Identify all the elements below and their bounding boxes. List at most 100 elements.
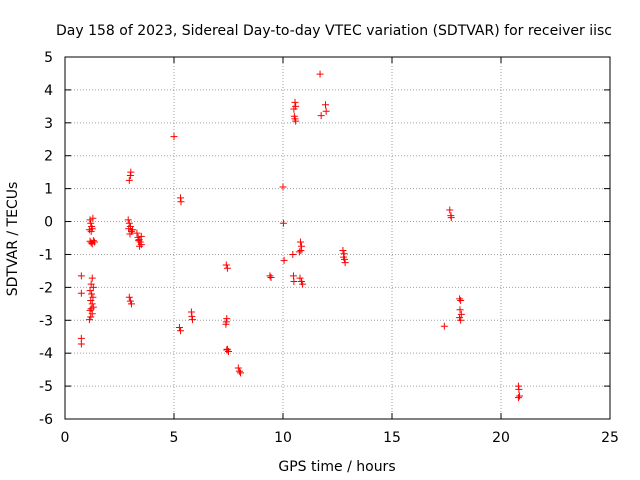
data-point-marker xyxy=(125,176,133,184)
data-point-marker xyxy=(266,272,274,280)
data-point-marker xyxy=(137,241,145,249)
data-point-marker xyxy=(316,70,324,78)
y-tick-label: 5 xyxy=(44,50,53,66)
y-tick-label: -3 xyxy=(39,313,53,329)
data-point-marker xyxy=(88,310,96,318)
chart-title: Day 158 of 2023, Sidereal Day-to-day VTE… xyxy=(56,23,612,39)
data-point-marker xyxy=(322,107,330,115)
data-point-marker xyxy=(225,348,232,356)
data-point-marker xyxy=(290,105,298,113)
y-tick-label: -1 xyxy=(39,247,53,263)
x-tick-label: 15 xyxy=(383,430,401,446)
y-tick-label: -4 xyxy=(39,346,53,362)
data-point-marker xyxy=(280,256,288,264)
data-point-marker xyxy=(279,219,287,227)
data-point-marker xyxy=(86,216,94,224)
data-point-marker xyxy=(440,322,448,330)
data-point-marker xyxy=(322,101,330,109)
data-point-marker xyxy=(340,255,348,263)
y-tick-label: -6 xyxy=(39,412,53,428)
data-point-marker xyxy=(87,297,95,305)
data-point-marker xyxy=(86,287,94,295)
data-point-marker xyxy=(77,272,85,280)
axis-ticks: 0 5 10 15 20 25 -6 -5 -4 -3 -2 -1 0 1 2 3 4 5 xyxy=(39,50,619,446)
data-point-marker xyxy=(175,324,183,332)
data-point-marker xyxy=(298,242,306,250)
data-point-marker xyxy=(77,289,85,297)
data-point-marker xyxy=(126,230,134,238)
gridlines xyxy=(65,57,610,419)
data-point-marker xyxy=(85,226,93,234)
data-point-marker xyxy=(124,216,132,224)
plot-frame xyxy=(64,56,611,420)
data-points xyxy=(77,70,524,402)
data-point-marker xyxy=(85,316,93,324)
data-point-marker xyxy=(88,290,96,298)
data-point-marker xyxy=(341,259,349,267)
x-tick-label: 20 xyxy=(492,430,510,446)
data-point-marker xyxy=(457,310,465,318)
data-point-marker xyxy=(90,238,98,246)
data-point-marker xyxy=(88,274,96,282)
data-point-marker xyxy=(297,247,305,255)
y-tick-label: 1 xyxy=(44,182,53,198)
y-axis-label: SDTVAR / TECUs xyxy=(5,182,21,297)
x-tick-label: 25 xyxy=(601,430,619,446)
data-point-marker xyxy=(87,219,95,227)
data-point-marker xyxy=(290,277,298,285)
data-point-marker xyxy=(457,297,465,305)
data-point-marker xyxy=(129,226,137,234)
data-point-marker xyxy=(88,300,96,308)
data-point-marker xyxy=(136,242,144,250)
x-tick-label: 0 xyxy=(61,430,70,446)
y-tick-label: 4 xyxy=(44,83,53,99)
data-point-marker xyxy=(88,225,96,233)
data-point-marker xyxy=(135,237,143,245)
data-point-marker xyxy=(289,250,297,258)
data-point-marker xyxy=(125,219,133,227)
data-point-marker xyxy=(133,229,141,237)
data-point-marker xyxy=(317,112,325,120)
data-point-marker xyxy=(296,274,304,282)
data-point-marker xyxy=(235,367,243,375)
data-point-marker xyxy=(87,305,95,313)
data-point-marker xyxy=(188,312,196,320)
data-point-marker xyxy=(222,320,230,328)
data-point-marker xyxy=(234,364,242,372)
y-tick-label: -5 xyxy=(39,379,53,395)
x-tick-label: 10 xyxy=(274,430,292,446)
y-tick-label: 2 xyxy=(44,149,53,165)
data-point-marker xyxy=(291,98,299,106)
y-tick-label: -2 xyxy=(39,280,53,296)
data-point-marker xyxy=(295,248,303,256)
data-point-marker xyxy=(170,133,178,141)
data-point-marker xyxy=(296,238,304,246)
x-tick-label: 5 xyxy=(170,430,179,446)
data-point-marker xyxy=(127,300,135,308)
data-point-marker xyxy=(447,214,455,222)
data-point-marker xyxy=(177,198,185,206)
data-point-marker xyxy=(339,247,347,255)
data-point-marker xyxy=(457,316,465,324)
data-point-marker xyxy=(223,264,231,272)
data-point-marker xyxy=(77,340,85,348)
y-tick-label: 0 xyxy=(44,215,53,231)
data-point-marker xyxy=(456,295,464,303)
data-point-marker xyxy=(89,214,97,222)
data-point-marker xyxy=(189,316,197,324)
x-axis-label: GPS time / hours xyxy=(278,459,395,475)
data-point-marker xyxy=(446,206,454,214)
data-point-marker xyxy=(514,394,522,402)
data-point-marker xyxy=(299,280,307,288)
data-point-marker xyxy=(89,283,97,291)
data-point-marker xyxy=(516,392,524,400)
data-point-marker xyxy=(236,369,244,377)
data-point-marker xyxy=(267,273,275,281)
data-point-marker xyxy=(292,117,300,125)
data-point-marker xyxy=(515,385,523,393)
data-point-marker xyxy=(137,232,145,240)
data-point-marker xyxy=(127,168,135,176)
data-point-marker xyxy=(279,183,287,191)
data-point-marker xyxy=(177,327,185,335)
